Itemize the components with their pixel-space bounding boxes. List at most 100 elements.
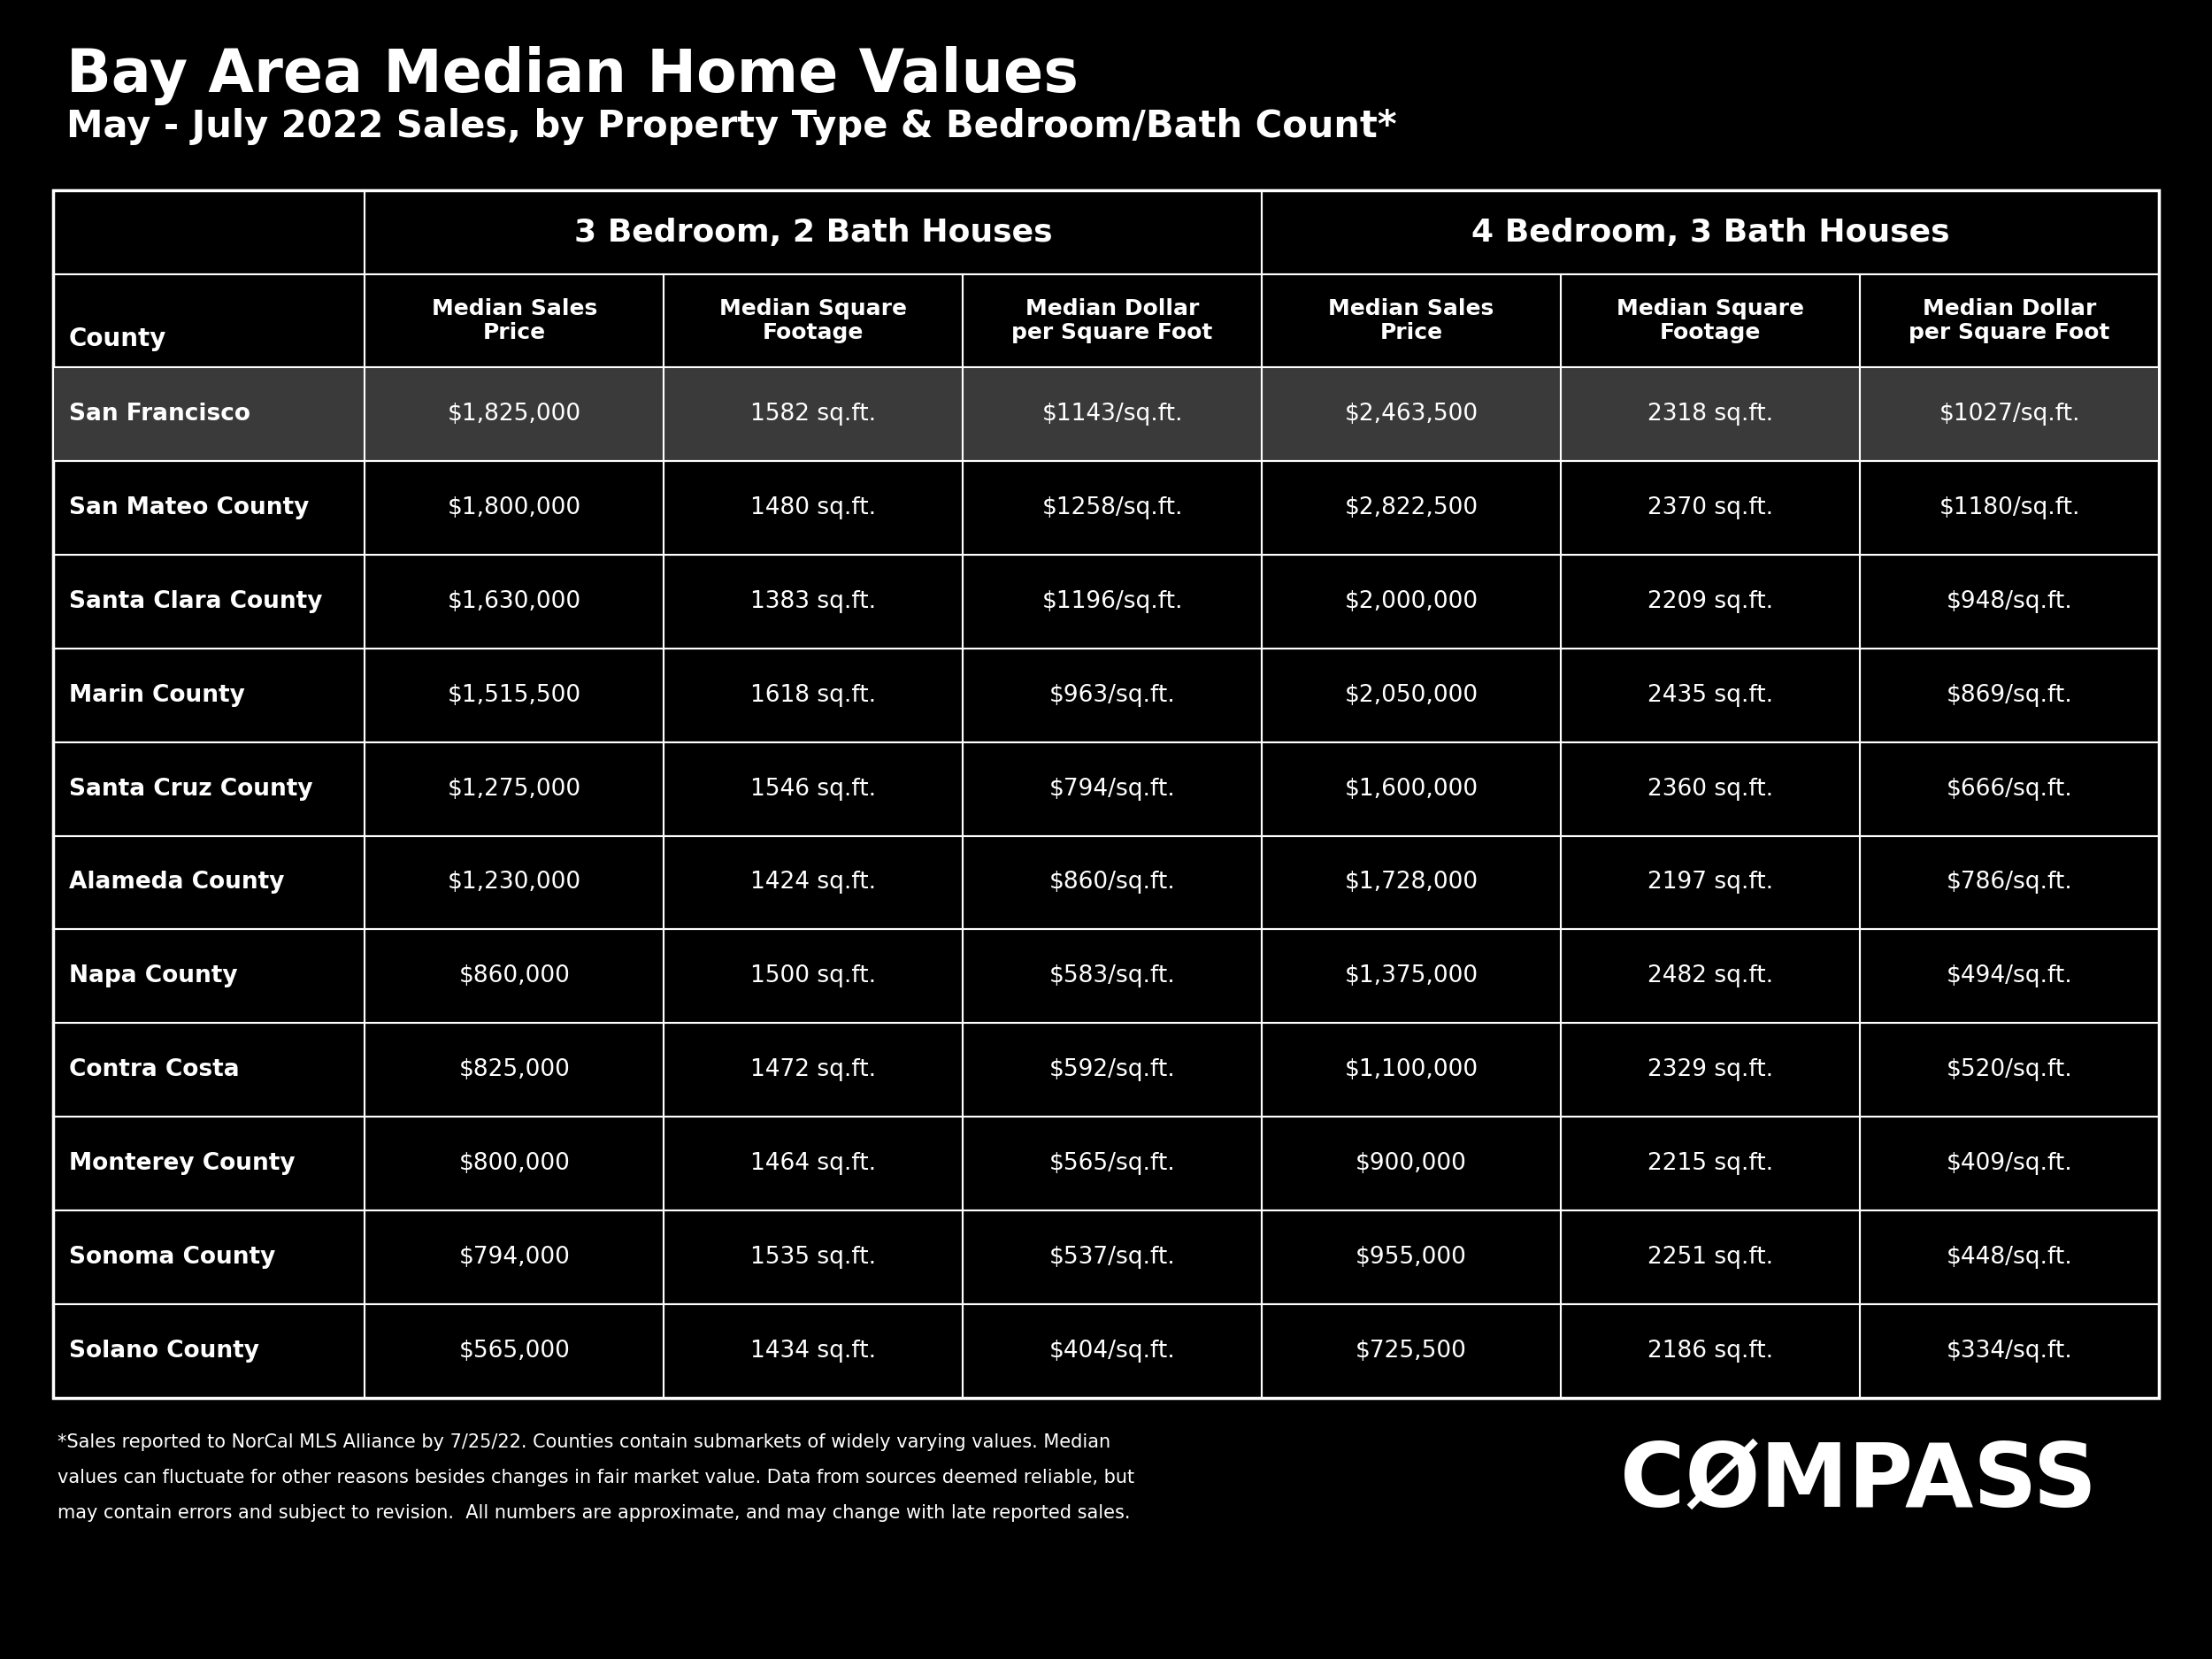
Bar [962, 742, 1261, 836]
Text: may contain errors and subject to revision.  All numbers are approximate, and ma: may contain errors and subject to revisi… [58, 1505, 1130, 1521]
Text: $963/sq.ft.: $963/sq.ft. [1048, 684, 1175, 707]
Bar [1860, 274, 2159, 367]
Bar [1261, 367, 1562, 461]
Bar [53, 742, 365, 836]
Text: Monterey County: Monterey County [69, 1153, 294, 1175]
Text: 1546 sq.ft.: 1546 sq.ft. [750, 778, 876, 800]
Text: $955,000: $955,000 [1356, 1246, 1467, 1269]
Text: 2251 sq.ft.: 2251 sq.ft. [1648, 1246, 1774, 1269]
Text: Median Sales
Price: Median Sales Price [1329, 299, 1493, 343]
Text: Santa Clara County: Santa Clara County [69, 591, 323, 612]
Bar [365, 1211, 664, 1304]
Text: $1180/sq.ft.: $1180/sq.ft. [1940, 496, 2079, 519]
Bar [664, 1117, 962, 1211]
Bar [664, 367, 962, 461]
Bar [365, 1117, 664, 1211]
Bar [1860, 1304, 2159, 1399]
Text: Median Dollar
per Square Foot: Median Dollar per Square Foot [1909, 299, 2110, 343]
Bar [664, 742, 962, 836]
Text: 2215 sq.ft.: 2215 sq.ft. [1648, 1153, 1774, 1175]
Text: values can fluctuate for other reasons besides changes in fair market value. Dat: values can fluctuate for other reasons b… [58, 1468, 1135, 1486]
Text: $520/sq.ft.: $520/sq.ft. [1947, 1058, 2073, 1082]
Text: $725,500: $725,500 [1356, 1339, 1467, 1362]
Text: Contra Costa: Contra Costa [69, 1058, 239, 1082]
Text: Napa County: Napa County [69, 966, 237, 987]
Bar [53, 649, 365, 742]
Bar [1261, 1304, 1562, 1399]
Bar [365, 742, 664, 836]
Bar [962, 1024, 1261, 1117]
Bar [1860, 1117, 2159, 1211]
Bar [664, 649, 962, 742]
Text: $1027/sq.ft.: $1027/sq.ft. [1940, 403, 2079, 426]
Bar [1261, 1024, 1562, 1117]
Text: $537/sq.ft.: $537/sq.ft. [1048, 1246, 1175, 1269]
Bar [365, 836, 664, 929]
Text: Sonoma County: Sonoma County [69, 1246, 276, 1269]
Bar [365, 554, 664, 649]
Text: $900,000: $900,000 [1356, 1153, 1467, 1175]
Bar [1860, 742, 2159, 836]
Bar [1261, 1117, 1562, 1211]
Text: 2329 sq.ft.: 2329 sq.ft. [1648, 1058, 1774, 1082]
Bar [1562, 1211, 1860, 1304]
Text: $404/sq.ft.: $404/sq.ft. [1048, 1339, 1175, 1362]
Text: Marin County: Marin County [69, 684, 246, 707]
Bar [962, 929, 1261, 1024]
Text: $948/sq.ft.: $948/sq.ft. [1947, 591, 2073, 612]
Text: $1,728,000: $1,728,000 [1345, 871, 1478, 894]
Bar [1261, 1211, 1562, 1304]
Bar [1261, 274, 1562, 367]
Bar [53, 1024, 365, 1117]
Bar [365, 461, 664, 554]
Text: Alameda County: Alameda County [69, 871, 285, 894]
Bar [1860, 367, 2159, 461]
Text: $592/sq.ft.: $592/sq.ft. [1048, 1058, 1175, 1082]
Bar [1261, 649, 1562, 742]
Bar [53, 274, 365, 367]
Bar [1261, 191, 2159, 274]
Text: $1,600,000: $1,600,000 [1345, 778, 1478, 800]
Bar [962, 1117, 1261, 1211]
Text: 2197 sq.ft.: 2197 sq.ft. [1648, 871, 1774, 894]
Bar [365, 649, 664, 742]
Text: Bay Area Median Home Values: Bay Area Median Home Values [66, 46, 1079, 105]
Text: 1464 sq.ft.: 1464 sq.ft. [750, 1153, 876, 1175]
Bar [365, 191, 1261, 274]
Text: $1196/sq.ft.: $1196/sq.ft. [1042, 591, 1183, 612]
Bar [1860, 836, 2159, 929]
Text: 1618 sq.ft.: 1618 sq.ft. [750, 684, 876, 707]
Text: 2360 sq.ft.: 2360 sq.ft. [1648, 778, 1774, 800]
Text: $1,100,000: $1,100,000 [1345, 1058, 1478, 1082]
Bar [664, 1304, 962, 1399]
Bar [962, 554, 1261, 649]
Text: $786/sq.ft.: $786/sq.ft. [1947, 871, 2073, 894]
Text: $1258/sq.ft.: $1258/sq.ft. [1042, 496, 1183, 519]
Bar [962, 1304, 1261, 1399]
Bar [1261, 929, 1562, 1024]
Bar [1860, 929, 2159, 1024]
Bar [1261, 836, 1562, 929]
Bar [1562, 554, 1860, 649]
Text: 2435 sq.ft.: 2435 sq.ft. [1648, 684, 1774, 707]
Text: 2209 sq.ft.: 2209 sq.ft. [1648, 591, 1774, 612]
Text: $860/sq.ft.: $860/sq.ft. [1048, 871, 1175, 894]
Text: $1,275,000: $1,275,000 [447, 778, 582, 800]
Bar [664, 274, 962, 367]
Text: County: County [69, 327, 166, 352]
Bar [1562, 836, 1860, 929]
Text: 1535 sq.ft.: 1535 sq.ft. [750, 1246, 876, 1269]
Bar [664, 929, 962, 1024]
Bar [962, 274, 1261, 367]
Text: $2,050,000: $2,050,000 [1345, 684, 1478, 707]
Text: $1143/sq.ft.: $1143/sq.ft. [1042, 403, 1183, 426]
Text: Median Sales
Price: Median Sales Price [431, 299, 597, 343]
Text: 2370 sq.ft.: 2370 sq.ft. [1648, 496, 1774, 519]
Bar [664, 836, 962, 929]
Bar [1562, 274, 1860, 367]
Text: $565,000: $565,000 [458, 1339, 571, 1362]
Text: 1480 sq.ft.: 1480 sq.ft. [750, 496, 876, 519]
Text: $794,000: $794,000 [458, 1246, 571, 1269]
Bar [1562, 929, 1860, 1024]
Bar [664, 461, 962, 554]
